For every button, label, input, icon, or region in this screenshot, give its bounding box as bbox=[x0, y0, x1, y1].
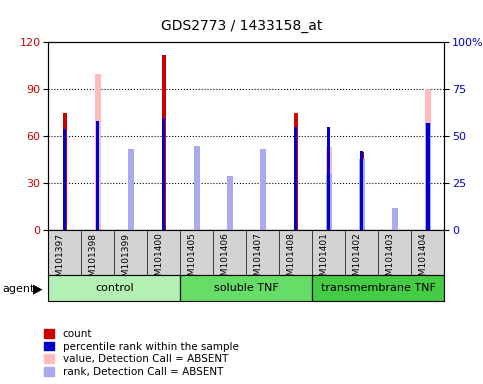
Legend: count, percentile rank within the sample, value, Detection Call = ABSENT, rank, : count, percentile rank within the sample… bbox=[44, 329, 239, 377]
Bar bbox=[294, 113, 298, 230]
Bar bbox=[48, 275, 180, 301]
Bar bbox=[227, 176, 233, 230]
Bar bbox=[162, 118, 166, 230]
Bar bbox=[128, 168, 134, 230]
Text: GSM101405: GSM101405 bbox=[188, 233, 197, 288]
Bar bbox=[360, 152, 364, 230]
Text: soluble TNF: soluble TNF bbox=[214, 283, 279, 293]
Bar bbox=[392, 218, 398, 230]
Text: GSM101402: GSM101402 bbox=[353, 233, 362, 287]
Text: GSM101403: GSM101403 bbox=[386, 233, 395, 288]
Bar bbox=[392, 208, 398, 230]
Text: control: control bbox=[95, 283, 134, 293]
Text: GSM101407: GSM101407 bbox=[254, 233, 263, 288]
Text: GSM101399: GSM101399 bbox=[122, 233, 131, 288]
Bar bbox=[294, 127, 298, 230]
Bar bbox=[96, 121, 99, 230]
Bar bbox=[180, 275, 313, 301]
Bar bbox=[128, 149, 134, 230]
Text: transmembrane TNF: transmembrane TNF bbox=[321, 283, 436, 293]
Bar bbox=[227, 188, 233, 230]
Text: GSM101404: GSM101404 bbox=[419, 233, 428, 287]
Bar bbox=[327, 127, 330, 230]
Text: GSM101397: GSM101397 bbox=[56, 233, 65, 288]
Bar bbox=[360, 151, 364, 230]
Text: GSM101401: GSM101401 bbox=[320, 233, 329, 288]
Bar bbox=[63, 113, 67, 230]
Bar bbox=[63, 129, 67, 230]
Bar bbox=[162, 55, 166, 230]
Bar bbox=[95, 74, 101, 230]
Bar bbox=[359, 159, 365, 230]
Bar bbox=[194, 146, 200, 230]
Text: GSM101398: GSM101398 bbox=[89, 233, 98, 288]
Text: ▶: ▶ bbox=[33, 282, 43, 295]
Text: GDS2773 / 1433158_at: GDS2773 / 1433158_at bbox=[161, 19, 322, 33]
Text: GSM101400: GSM101400 bbox=[155, 233, 164, 288]
Bar bbox=[326, 174, 332, 230]
Bar bbox=[326, 147, 332, 230]
Text: GSM101408: GSM101408 bbox=[287, 233, 296, 288]
Bar bbox=[426, 123, 429, 230]
Bar bbox=[425, 89, 431, 230]
Bar bbox=[313, 275, 444, 301]
Bar bbox=[194, 163, 200, 230]
Bar bbox=[425, 123, 431, 230]
Text: agent: agent bbox=[2, 284, 35, 294]
Text: GSM101406: GSM101406 bbox=[221, 233, 230, 288]
Bar bbox=[260, 163, 266, 230]
Bar bbox=[260, 149, 266, 230]
